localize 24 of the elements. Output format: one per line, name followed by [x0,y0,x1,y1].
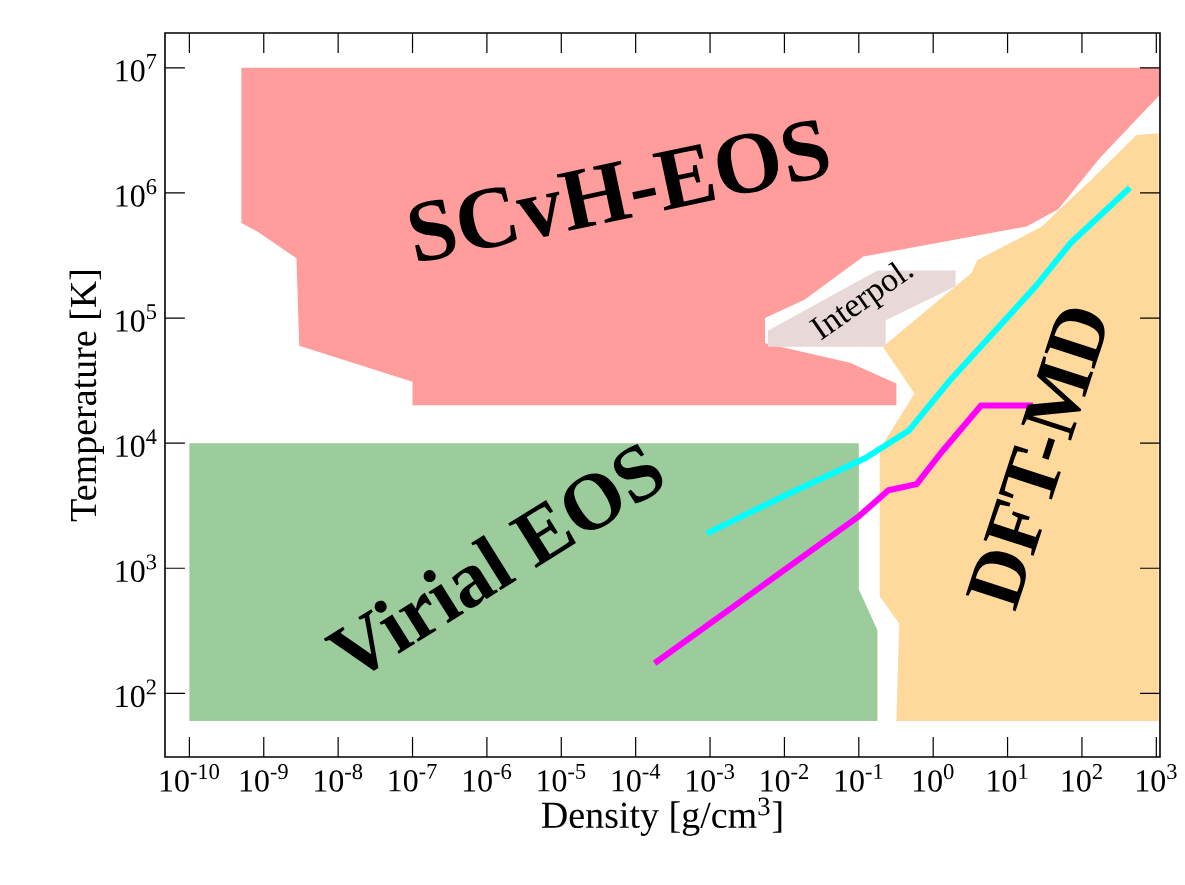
annotation: Virial EOS [323,444,663,671]
x-tick-label: 10$^{-6}$ [463,764,512,792]
x-tick-label: 10$^{2}$ [1062,764,1102,792]
x-tick-label: 10$^{0}$ [913,764,954,792]
x-tick-label: 10$^{-2}$ [761,764,809,792]
x-tick-label: 10$^{-1}$ [835,764,883,792]
x-tick-label: 10$^{-3}$ [687,764,734,792]
annotation: SCvH-EOS [409,120,829,261]
y-tick-label: 10$^{2}$ [116,679,156,708]
x-tick-label: 10$^{-4}$ [612,764,661,792]
x-tick-label: 10$^{3}$ [1137,764,1177,792]
y-tick-label: 10$^{7}$ [116,54,157,82]
y-tick-label: 10$^{5}$ [116,304,157,332]
y-tick-label: 10$^{3}$ [116,554,157,583]
x-tick-label: 10$^{-10}$ [160,764,219,792]
x-axis-title: Density [g/cm$^{3}$] [541,797,782,836]
x-tick-label: 10$^{-7}$ [389,764,437,792]
y-tick-label: 10$^{6}$ [116,179,157,207]
x-tick-label: 10$^{-5}$ [538,764,586,792]
y-tick-label: 10$^{4}$ [116,429,157,457]
x-tick-label: 10$^{-9}$ [240,764,288,792]
x-tick-label: 10$^{-8}$ [315,764,363,792]
y-axis-title: Temperature [K] [69,270,104,522]
x-tick-label: 10$^{1}$ [988,764,1028,792]
